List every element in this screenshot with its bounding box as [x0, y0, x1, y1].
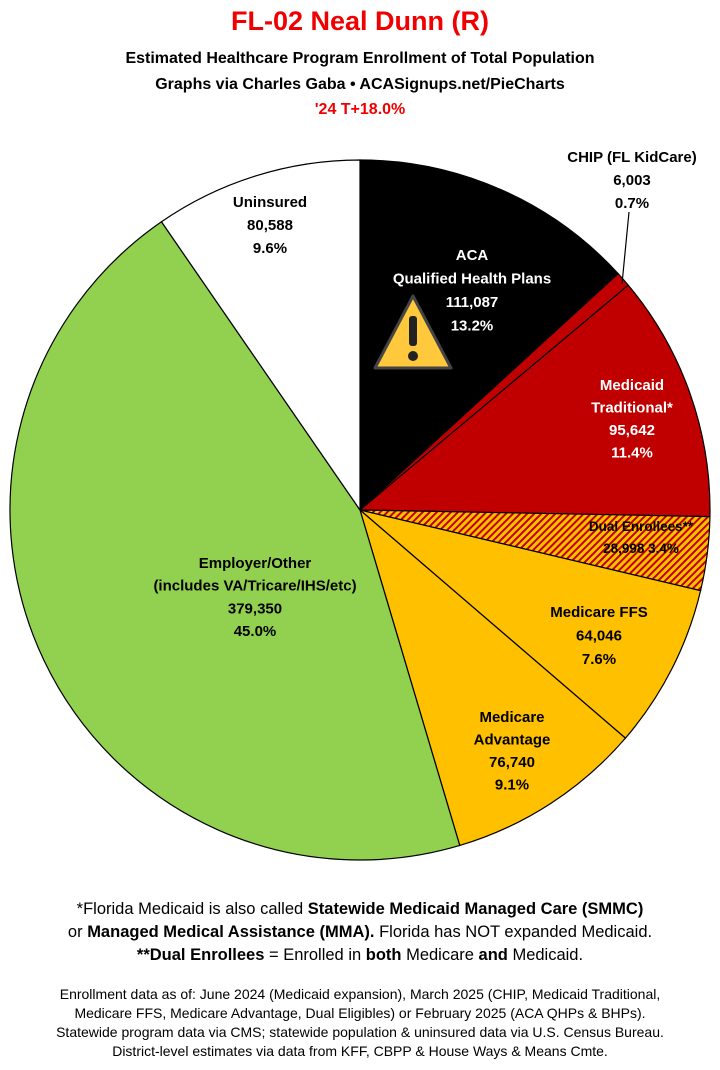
slice-label-medicaid: 11.4%	[611, 445, 653, 462]
slice-label-medicare-ffs: Medicare FFS	[550, 604, 648, 621]
footnote-segment: *Florida Medicaid is also called	[76, 900, 308, 918]
slice-label-medicare-advantage: 76,740	[489, 754, 535, 771]
slice-label-medicare-advantage: 9.1%	[495, 777, 529, 794]
source-line: Medicare FFS, Medicare Advantage, Dual E…	[74, 1005, 646, 1021]
slice-label-medicare-advantage: Advantage	[474, 732, 551, 749]
chart-title: FL-02 Neal Dunn (R)	[230, 6, 489, 36]
footnote-segment: Florida has NOT expanded Medicaid.	[374, 923, 653, 941]
slice-label-chip: 0.7%	[615, 195, 649, 212]
slice-label-uninsured: 9.6%	[253, 240, 287, 257]
slice-label-medicare-advantage: Medicare	[479, 709, 544, 726]
footnote-segment: **Dual Enrollees	[136, 946, 265, 964]
slice-label-medicaid: Traditional*	[591, 400, 673, 417]
footnote-line: or Managed Medical Assistance (MMA). Flo…	[0, 921, 720, 944]
footnote-segment: = Enrolled in	[264, 946, 366, 964]
pie-slice-aca	[359, 159, 619, 512]
slice-label-aca: ACA	[456, 247, 489, 264]
slice-label-medicaid: 95,642	[609, 422, 655, 439]
slice-label-employer: 379,350	[228, 600, 282, 617]
slice-label-employer: (includes VA/Tricare/IHS/etc)	[153, 578, 356, 595]
footnotes: *Florida Medicaid is also called Statewi…	[0, 898, 720, 967]
slice-label-employer: Employer/Other	[199, 555, 312, 572]
pie-slice-medicaid	[358, 284, 711, 518]
warning-icon	[373, 294, 453, 370]
footnote-segment: and	[478, 946, 508, 964]
slice-label-employer: 45.0%	[234, 623, 277, 640]
slice-label-dual: 28,998 3.4%	[603, 541, 679, 556]
footnote-segment: Statewide Medicaid Managed Care (SMMC)	[307, 900, 644, 918]
chip-leader-line	[621, 211, 630, 285]
slice-label-aca: 111,087	[446, 294, 499, 311]
footnote-segment: Managed Medical Assistance (MMA).	[87, 923, 375, 941]
pie-slice-medicare-ffs	[359, 509, 702, 739]
footnote-segment: Medicare	[401, 946, 479, 964]
slice-label-medicare-ffs: 7.6%	[582, 651, 616, 668]
footnote-segment: both	[365, 946, 402, 964]
pie-slice-uninsured	[160, 159, 361, 512]
slice-label-chip: 6,003	[613, 172, 651, 189]
chart-subtitle: Estimated Healthcare Program Enrollment …	[125, 50, 595, 67]
footnote-segment: or	[67, 923, 88, 941]
pie-slice-employer	[9, 220, 461, 861]
slice-label-aca: Qualified Health Plans	[393, 271, 551, 288]
source-notes: Enrollment data as of: June 2024 (Medica…	[0, 985, 720, 1061]
chart-credit: Graphs via Charles Gaba • ACASignups.net…	[155, 76, 565, 93]
source-line: District-level estimates via data from K…	[112, 1043, 608, 1059]
pie-chart: ACA Qualified Health Plans 111,087 13.2% CHI…	[9, 149, 711, 861]
slice-label-aca: 13.2%	[451, 318, 494, 335]
footnote-line: *Florida Medicaid is also called Statewi…	[0, 898, 720, 921]
slice-label-uninsured: 80,588	[247, 217, 293, 234]
slice-label-medicaid: Medicaid	[600, 377, 664, 394]
slice-label-uninsured: Uninsured	[233, 194, 307, 211]
footnote-segment: Medicaid.	[507, 946, 584, 964]
pie-slice-medicare-advantage	[358, 508, 627, 847]
slice-label-dual: Dual Enrollees**	[589, 519, 694, 534]
source-line: Enrollment data as of: June 2024 (Medica…	[59, 986, 661, 1002]
slice-label-chip: CHIP (FL KidCare)	[567, 149, 696, 166]
footnote-line: **Dual Enrollees = Enrolled in both Medi…	[0, 944, 720, 967]
slice-label-medicare-ffs: 64,046	[576, 628, 622, 645]
chart-note: '24 T+18.0%	[314, 101, 406, 118]
source-line: Statewide program data via CMS; statewid…	[56, 1024, 664, 1040]
